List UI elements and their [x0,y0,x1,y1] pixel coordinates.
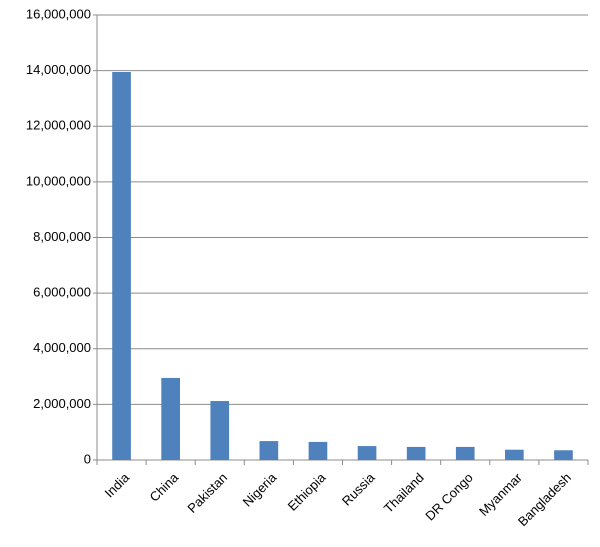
bar [161,377,180,460]
x-tick-label: Russia [339,469,378,508]
bar [554,450,573,460]
x-tick-label: DR Congo [422,470,476,524]
bar [505,449,524,460]
y-tick-label: 6,000,000 [33,285,91,300]
x-tick-label: Myanmar [476,469,525,518]
bar [308,441,328,460]
y-tick-label: 8,000,000 [33,229,91,244]
x-tick-label: China [147,469,182,504]
x-tick-label: Thailand [381,470,427,516]
x-tick-label: Bangladesh [515,470,574,529]
bar [259,441,279,460]
x-tick-label: Nigeria [240,469,280,509]
x-tick-label: Pakistan [184,470,230,516]
x-tick-label: India [102,469,133,500]
y-tick-label: 10,000,000 [26,173,91,188]
y-tick-label: 2,000,000 [33,396,91,411]
y-tick-label: 14,000,000 [26,62,91,77]
bar [455,446,475,460]
y-tick-label: 16,000,000 [26,6,91,21]
bar [357,446,377,460]
bar [112,72,131,460]
bar [406,446,426,460]
y-tick-label: 0 [84,451,91,466]
bar [210,401,230,460]
y-tick-label: 12,000,000 [26,118,91,133]
y-tick-label: 4,000,000 [33,340,91,355]
x-tick-label: Ethiopia [285,469,329,513]
